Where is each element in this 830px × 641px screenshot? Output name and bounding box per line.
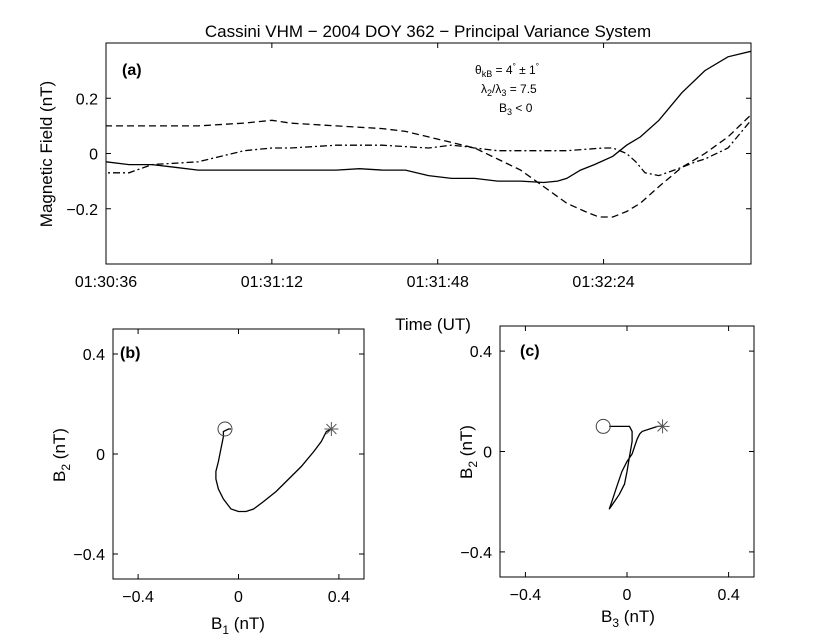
panel-c-xtick-label: −0.4 (510, 587, 542, 604)
panel-c: (c) B3 (nT) B2 (nT) −0.4 0 0.4 0.4 0 −0.4 (457, 325, 755, 630)
series-line-b2 (106, 114, 751, 218)
panel-c-frame (499, 325, 755, 578)
panel-a-annotation: θkB = 4° ± 1° λ2/λ3 = 7.5 B3 < 0 (475, 62, 539, 117)
panel-c-xtick-label: 0.4 (717, 587, 739, 604)
panel-c-ytick-label: 0.4 (470, 344, 492, 361)
panel-a-ytick-label: 0.2 (76, 91, 98, 108)
panel-a-ylabel: Magnetic Field (nT) (37, 81, 56, 227)
hodogram-line (215, 428, 332, 513)
panel-b-xtick-label: −0.4 (122, 589, 154, 606)
panel-b-xtick-label: 0 (234, 589, 243, 606)
panel-a-xtick-label: 01:30:36 (75, 274, 137, 291)
start-marker-circle (595, 418, 611, 434)
panel-c-label: (c) (520, 343, 540, 360)
panel-a-xtick-label: 01:31:48 (407, 274, 469, 291)
panel-b-ytick-label: 0.4 (83, 347, 105, 364)
series-line-b3 (106, 119, 751, 177)
panel-b-ticks: −0.4 0 0.4 0.4 0 −0.4 (73, 329, 364, 606)
panel-b-xtick-label: 0.4 (328, 589, 350, 606)
end-marker-asterisk (655, 419, 670, 434)
panel-b-ylabel: B2 (nT) (50, 428, 73, 482)
panel-b: (b) B1 (nT) B2 (nT) −0.4 0 0.4 0.4 0 −0.4 (50, 328, 365, 637)
panel-b-ytick-label: −0.4 (73, 547, 105, 564)
panel-c-ytick-label: −0.4 (460, 545, 492, 562)
panel-a-frame (105, 42, 752, 265)
panel-a: Cassini VHM − 2004 DOY 362 − Principal V… (37, 22, 752, 334)
panel-a-series (106, 50, 751, 218)
panel-c-xlabel: B3 (nT) (601, 607, 655, 630)
series-line-b1 (106, 50, 751, 184)
panel-a-title: Cassini VHM − 2004 DOY 362 − Principal V… (205, 22, 651, 41)
asterisk-stroke (657, 421, 668, 432)
panel-a-xtick-label: 01:32:24 (572, 274, 634, 291)
panel-b-xlabel: B1 (nT) (211, 614, 265, 637)
panel-b-label: (b) (120, 345, 140, 362)
end-marker-asterisk (324, 422, 339, 436)
annotation-theta: θkB = 4° ± 1° (475, 62, 539, 79)
panel-a-label: (a) (122, 62, 142, 79)
panel-c-ticks: −0.4 0 0.4 0.4 0 −0.4 (460, 326, 754, 604)
panel-a-ytick-label: 0 (89, 147, 98, 164)
panel-a-xtick-label: 01:31:12 (241, 274, 303, 291)
panel-c-ytick-label: 0 (483, 445, 492, 462)
panel-a-ticks: 01:30:36 01:31:12 01:31:48 01:32:24 0.2 0 −0.2 (66, 43, 751, 291)
panel-b-series (215, 421, 339, 513)
asterisk-stroke (326, 423, 337, 435)
annotation-b3: B3 < 0 (499, 101, 533, 117)
panel-c-series (595, 418, 670, 510)
annotation-lambda: λ2/λ3 = 7.5 (481, 82, 537, 98)
hodogram-line (608, 425, 663, 510)
panel-a-xlabel: Time (UT) (395, 315, 471, 334)
panel-b-frame (112, 328, 365, 580)
start-marker-circle (217, 421, 233, 437)
panel-c-ylabel: B2 (nT) (457, 425, 480, 479)
panel-a-ytick-label: −0.2 (66, 202, 98, 219)
panel-c-xtick-label: 0 (623, 587, 632, 604)
panel-b-ytick-label: 0 (96, 447, 105, 464)
